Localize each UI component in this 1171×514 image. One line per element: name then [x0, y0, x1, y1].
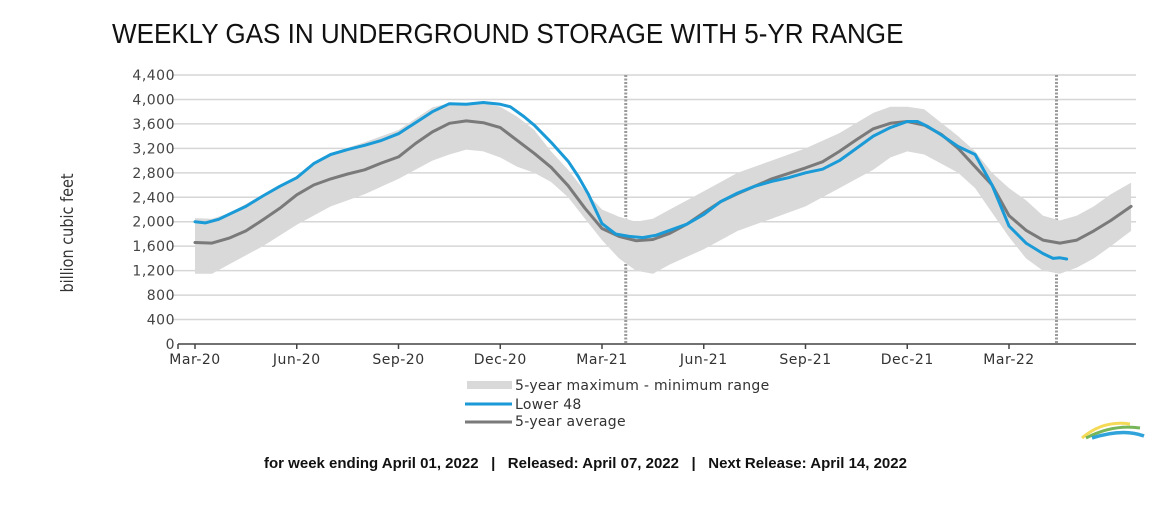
- y-tick-label: 0: [166, 337, 175, 353]
- x-tick-label: Dec-20: [474, 352, 527, 368]
- y-tick-label: 3,600: [132, 117, 175, 133]
- y-tick-label: 2,000: [132, 215, 175, 231]
- x-tick-label: Jun-20: [272, 352, 321, 368]
- eia-logo-icon: [1081, 421, 1145, 440]
- legend-label-avg: 5-year average: [515, 414, 626, 430]
- reference-lines: [624, 75, 1058, 344]
- series-line-5yr-average: [193, 119, 1133, 245]
- y-tick-label: 800: [147, 288, 175, 304]
- x-tick-label: Sep-20: [372, 352, 424, 368]
- y-tick-label: 4,000: [132, 92, 175, 108]
- x-tick-label: Dec-21: [881, 352, 934, 368]
- x-tick-labels: Mar-20 Jun-20 Sep-20 Dec-20 Mar-21 Jun-21 Sep-…: [169, 352, 1034, 368]
- legend-item-range: 5-year maximum - minimum range: [467, 378, 770, 394]
- x-tick-label: Mar-20: [169, 352, 220, 368]
- axes: [177, 343, 1136, 349]
- series-layer: [193, 101, 1133, 261]
- y-tick-label: 400: [147, 313, 175, 329]
- x-tick-label: Mar-21: [576, 352, 627, 368]
- y-tick-label: 2,800: [132, 166, 175, 182]
- x-tick-label: Jun-21: [679, 352, 728, 368]
- y-tick-label: 3,200: [132, 141, 175, 157]
- release-info: for week ending April 01, 2022 | Release…: [0, 455, 1171, 472]
- legend-item-lower48: Lower 48: [465, 397, 582, 413]
- week-ending-text: for week ending April 01, 2022: [264, 455, 479, 472]
- y-tick-label: 1,200: [132, 264, 175, 280]
- x-tick-label: Sep-21: [779, 352, 831, 368]
- range-band-layer: [195, 103, 1132, 274]
- separator: |: [491, 455, 496, 472]
- legend-swatch-range: [467, 381, 512, 389]
- chart-title: WEEKLY GAS IN UNDERGROUND STORAGE WITH 5…: [112, 18, 904, 49]
- released-text: Released: April 07, 2022: [507, 455, 679, 472]
- y-axis-label: billion cubic feet: [57, 173, 77, 292]
- separator: |: [691, 455, 696, 472]
- y-tick-label: 1,600: [132, 239, 175, 255]
- legend-item-avg: 5-year average: [465, 414, 626, 430]
- y-tick-labels: 0 400 800 1,200 1,600 2,000 2,400 2,800 3,200 3,6…: [132, 68, 175, 353]
- y-tick-label: 2,400: [132, 190, 175, 206]
- x-tick-label: Mar-22: [983, 352, 1034, 368]
- series-line-lower-48: [193, 101, 1069, 261]
- legend-label-range: 5-year maximum - minimum range: [515, 378, 770, 394]
- legend: 5-year maximum - minimum range Lower 48 …: [465, 378, 770, 430]
- next-release-text: Next Release: April 14, 2022: [708, 455, 907, 472]
- legend-label-lower48: Lower 48: [515, 397, 582, 413]
- range-band: [195, 103, 1132, 274]
- y-tick-label: 4,400: [132, 68, 175, 84]
